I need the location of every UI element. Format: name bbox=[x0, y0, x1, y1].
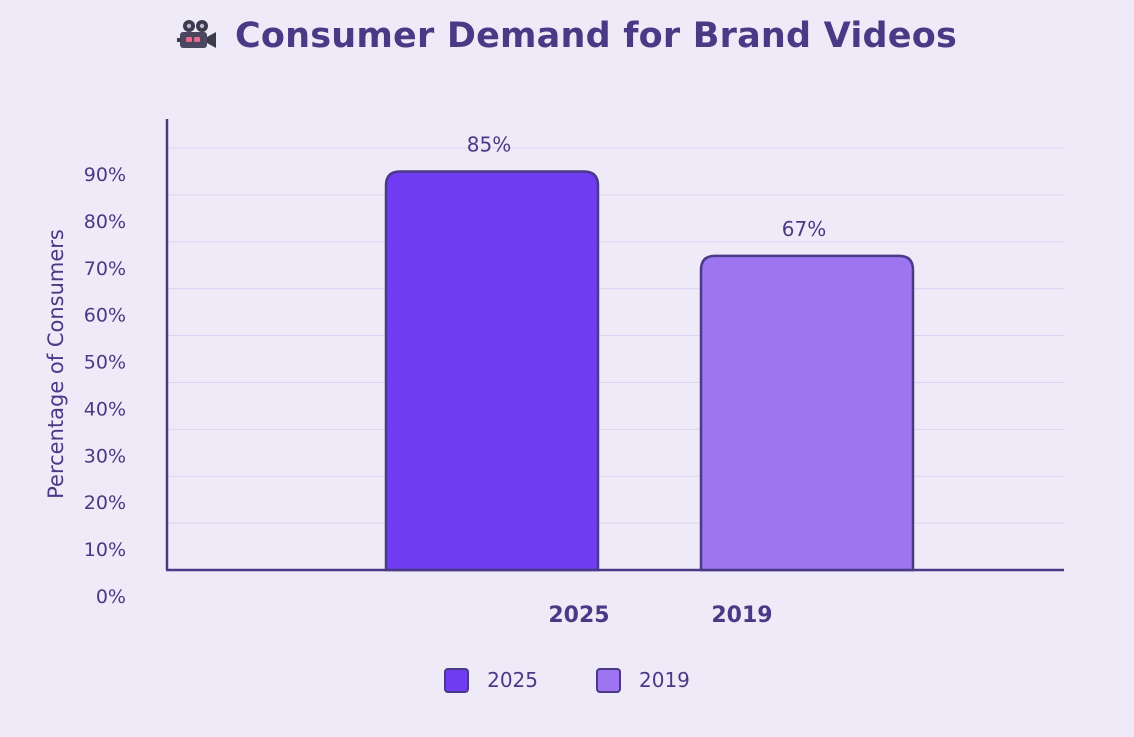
x-tick-label-2025: 2025 bbox=[548, 603, 609, 628]
legend-swatch bbox=[596, 667, 621, 693]
y-tick-label: 30% bbox=[84, 445, 126, 467]
y-tick-label: 60% bbox=[84, 305, 126, 327]
y-tick-label: 10% bbox=[84, 539, 126, 561]
movie-camera-icon bbox=[176, 18, 217, 54]
y-tick-label: 90% bbox=[84, 164, 126, 186]
bar-2025 bbox=[384, 170, 600, 572]
y-tick-label: 20% bbox=[84, 492, 126, 514]
y-tick-label: 80% bbox=[84, 211, 126, 233]
data-label-2019: 67% bbox=[782, 217, 826, 241]
chart-legend: 2025 2019 bbox=[0, 662, 1134, 698]
chart-header: Consumer Demand for Brand Videos bbox=[0, 12, 1134, 60]
y-tick-label: 70% bbox=[84, 258, 126, 280]
y-tick-label: 40% bbox=[84, 398, 126, 420]
chart-title: Consumer Demand for Brand Videos bbox=[234, 16, 958, 56]
legend-item-2025: 2025 bbox=[444, 667, 538, 693]
legend-swatch bbox=[444, 667, 470, 693]
legend-item-2019: 2019 bbox=[596, 667, 690, 693]
bar-2019 bbox=[699, 254, 915, 572]
data-label-2025: 85% bbox=[467, 132, 511, 156]
x-tick-label-2019: 2019 bbox=[711, 603, 772, 628]
legend-label: 2025 bbox=[487, 668, 538, 692]
legend-label: 2019 bbox=[639, 668, 690, 692]
y-tick-label: 50% bbox=[84, 352, 126, 374]
y-tick-label: 0% bbox=[96, 586, 126, 608]
